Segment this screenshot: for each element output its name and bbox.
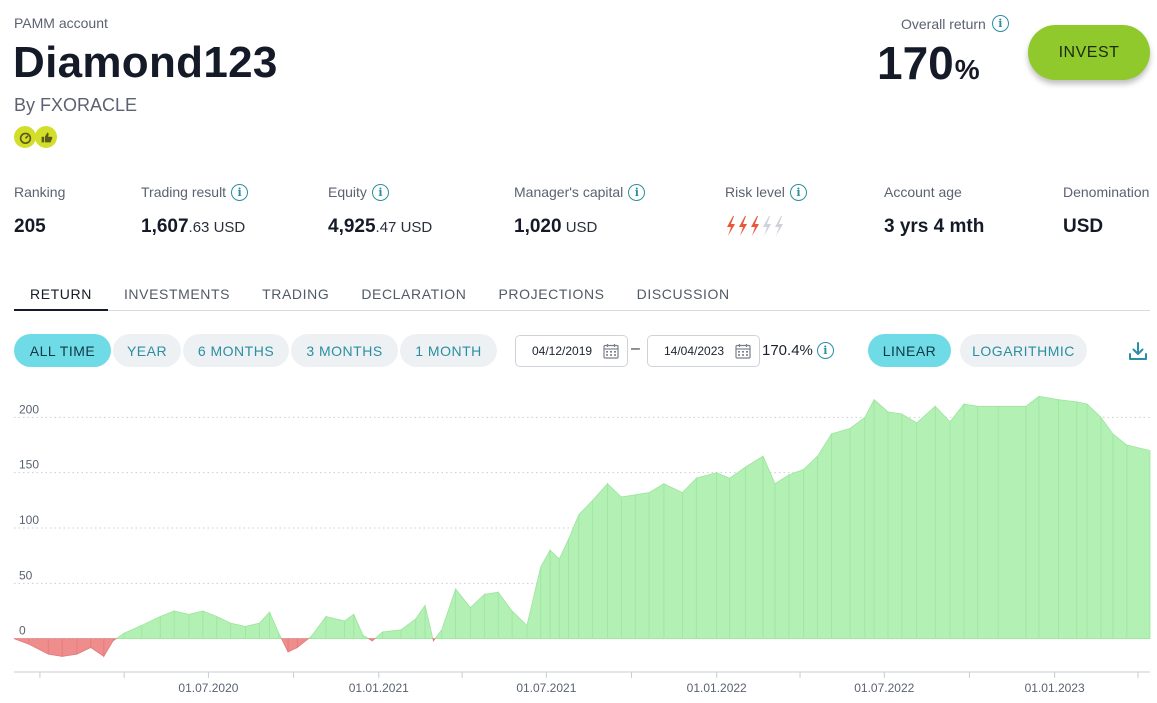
info-icon[interactable]: i (816, 342, 834, 359)
tab-trading[interactable]: TRADING (262, 286, 330, 302)
stat-label: Manager's capital (514, 184, 624, 200)
date-to-input[interactable]: 14/04/2023 (647, 335, 760, 367)
return-chart[interactable]: 0 50 100 150 200 01.07.2020 01.01.2021 01.07.20… (0, 385, 1157, 703)
stat-denomination: Denomination USD (1063, 183, 1149, 238)
x-tick-label: 01.07.2021 (516, 681, 576, 695)
stat-manager-capital: Manager's capital i 1,020 USD (514, 183, 646, 238)
y-tick-label: 0 (19, 624, 26, 638)
y-tick-label: 50 (19, 568, 33, 582)
tab-projections[interactable]: PROJECTIONS (498, 286, 605, 302)
negative-return-area (13, 638, 436, 658)
date-range-separator: – (631, 340, 640, 357)
stat-value-main: 1,607 (141, 216, 189, 237)
info-icon[interactable]: i (628, 183, 646, 201)
stat-value-unit: USD (209, 219, 246, 236)
stat-label: Ranking (14, 184, 66, 200)
stat-value-main: 1,020 (514, 216, 562, 237)
date-to-value: 14/04/2023 (664, 344, 725, 358)
period-3-months-button[interactable]: 3 MONTHS (291, 334, 398, 367)
scale-linear-button[interactable]: LINEAR (868, 334, 951, 367)
positive-return-area (114, 395, 1151, 640)
stat-value-unit: USD (561, 219, 598, 236)
info-icon[interactable]: i (789, 183, 807, 201)
range-return-value: 170.4% (762, 342, 813, 359)
lightning-bolt-icon (727, 216, 735, 236)
stat-label: Equity (328, 184, 367, 200)
stat-label: Risk level (725, 184, 785, 200)
stat-value: 205 (14, 216, 46, 237)
overall-return-label: Overall return i (901, 15, 1009, 32)
stat-label: Account age (884, 184, 962, 200)
scale-logarithmic-button[interactable]: LOGARITHMIC (960, 334, 1087, 367)
x-tick-label: 01.07.2022 (854, 681, 914, 695)
calendar-icon[interactable] (603, 343, 619, 359)
lightning-bolt-icon (763, 216, 771, 236)
stat-value-cents: .63 (188, 219, 210, 236)
stat-value-unit: USD (396, 219, 433, 236)
account-title: Diamond123 (13, 38, 278, 87)
manager-name[interactable]: By FXORACLE (14, 95, 138, 115)
period-6-months-button[interactable]: 6 MONTHS (183, 334, 289, 367)
info-icon[interactable]: i (991, 15, 1009, 32)
y-tick-label: 200 (19, 402, 39, 416)
overall-return-number: 170 (877, 37, 954, 89)
date-from-input[interactable]: 04/12/2019 (515, 335, 628, 367)
x-tick-label: 01.01.2022 (687, 681, 747, 695)
stat-ranking: Ranking 205 (14, 183, 65, 238)
range-return: 170.4% i (762, 342, 834, 359)
date-from-value: 04/12/2019 (532, 344, 593, 358)
stat-value-cents: .47 (375, 219, 397, 236)
stat-trading-result: Trading result i 1,607.63 USD (141, 183, 249, 238)
info-icon[interactable]: i (231, 183, 249, 201)
period-all-time-button[interactable]: ALL TIME (14, 334, 111, 367)
download-icon[interactable] (1127, 340, 1149, 362)
tab-return[interactable]: RETURN (14, 276, 108, 311)
period-year-button[interactable]: YEAR (113, 334, 181, 367)
stat-label: Trading result (141, 184, 227, 200)
y-tick-label: 100 (19, 513, 39, 527)
lightning-bolt-icon (739, 216, 747, 236)
stat-label: Denomination (1063, 184, 1150, 200)
stat-value: 3 yrs 4 mth (884, 216, 985, 237)
stat-value: USD (1063, 216, 1104, 237)
speed-badge-icon[interactable] (14, 126, 36, 148)
risk-level-indicator (725, 215, 807, 237)
invest-button[interactable]: INVEST (1028, 25, 1150, 80)
stat-risk-level: Risk level i (725, 183, 807, 237)
calendar-icon[interactable] (735, 343, 751, 359)
badge-group (14, 126, 57, 148)
x-tick-label: 01.01.2021 (349, 681, 409, 695)
tab-declaration[interactable]: DECLARATION (361, 286, 467, 302)
x-tick-label: 01.01.2023 (1025, 681, 1085, 695)
overall-return-text: Overall return (901, 15, 986, 32)
overall-return-value: 170% (877, 36, 980, 90)
stat-value-main: 4,925 (328, 216, 376, 237)
lightning-bolt-icon (751, 216, 759, 236)
stat-equity: Equity i 4,925.47 USD (328, 183, 432, 238)
overall-return-unit: % (954, 54, 980, 85)
account-tabs: RETURN INVESTMENTS TRADING DECLARATION P… (14, 276, 1150, 311)
tab-investments[interactable]: INVESTMENTS (123, 286, 231, 302)
y-tick-label: 150 (19, 458, 39, 472)
info-icon[interactable]: i (371, 183, 389, 201)
account-type-label: PAMM account (14, 15, 108, 31)
thumbs-up-badge-icon[interactable] (35, 126, 57, 148)
x-tick-label: 01.07.2020 (178, 681, 238, 695)
lightning-bolt-icon (775, 216, 783, 236)
tab-discussion[interactable]: DISCUSSION (636, 286, 730, 302)
stat-account-age: Account age 3 yrs 4 mth (884, 183, 984, 238)
period-1-month-button[interactable]: 1 MONTH (400, 334, 497, 367)
